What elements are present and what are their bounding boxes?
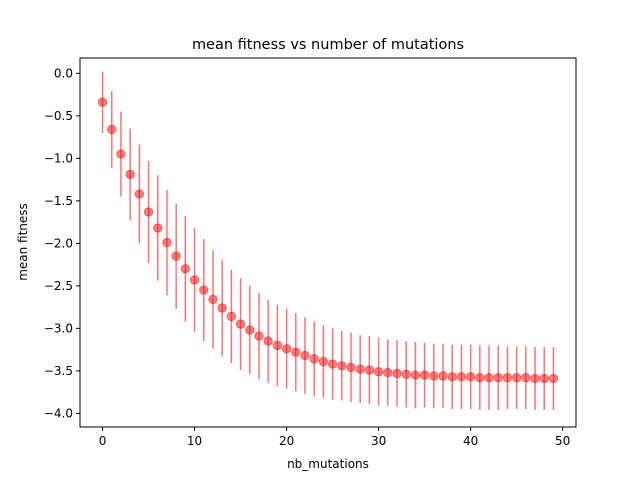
- data-point: [217, 303, 227, 313]
- y-tick-label: −2.0: [44, 236, 73, 250]
- data-point: [465, 372, 476, 382]
- data-point: [548, 373, 559, 384]
- data-point: [300, 350, 310, 361]
- data-point: [447, 372, 457, 382]
- data-point: [143, 207, 154, 217]
- data-point: [521, 372, 531, 383]
- y-tick-label: −2.5: [44, 279, 73, 293]
- data-point: [263, 336, 273, 346]
- y-tick-label: −3.0: [44, 321, 73, 335]
- y-axis-label: mean fitness: [16, 203, 30, 281]
- x-axis-ticks: 0 10 20 30 40 50: [99, 427, 570, 448]
- x-tick-label: 40: [463, 434, 478, 448]
- data-point: [162, 237, 172, 248]
- data-point: [456, 372, 467, 382]
- y-tick-label: −1.0: [44, 151, 73, 165]
- data-point: [429, 371, 439, 381]
- data-point: [180, 264, 191, 274]
- data-point: [125, 169, 135, 180]
- data-point: [346, 362, 356, 373]
- data-point: [438, 371, 448, 381]
- y-tick-label: 0.0: [54, 66, 73, 80]
- y-axis-ticks: 0.0 −0.5 −1.0 −1.5 −2.0 −2.5 −3.0 −3.5 −4.0: [44, 66, 80, 420]
- data-point: [171, 251, 181, 261]
- chart-title: mean fitness vs number of mutations: [192, 37, 464, 53]
- data-point: [189, 275, 200, 285]
- data-point: [392, 368, 402, 379]
- data-points: [97, 97, 559, 384]
- plot-frame: [79, 57, 577, 428]
- y-tick-label: −0.5: [44, 109, 73, 123]
- data-point: [153, 223, 163, 233]
- data-point: [318, 356, 329, 367]
- data-point: [226, 311, 237, 322]
- data-point: [484, 372, 494, 383]
- data-point: [272, 340, 283, 351]
- data-point: [355, 364, 365, 374]
- x-axis-label: nb_mutations: [287, 457, 369, 471]
- x-tick-label: 20: [279, 434, 294, 448]
- x-tick-label: 0: [99, 434, 107, 448]
- y-tick-label: −4.0: [44, 406, 73, 420]
- data-point: [373, 367, 384, 377]
- data-point: [281, 344, 292, 354]
- data-point: [364, 365, 375, 375]
- y-tick-label: −1.5: [44, 194, 73, 208]
- data-point: [475, 372, 485, 383]
- data-point: [254, 331, 264, 341]
- data-point: [291, 347, 301, 357]
- data-point: [245, 325, 255, 335]
- x-tick-label: 10: [187, 434, 202, 448]
- data-point: [107, 124, 117, 135]
- data-point: [337, 361, 347, 371]
- x-tick-label: 30: [371, 434, 386, 448]
- data-point: [401, 369, 411, 379]
- data-point: [410, 370, 421, 380]
- data-point: [235, 319, 246, 329]
- data-point: [539, 373, 549, 384]
- data-point: [327, 359, 338, 369]
- y-tick-label: −3.5: [44, 364, 73, 378]
- data-point: [502, 372, 513, 383]
- data-point: [511, 372, 522, 383]
- data-point: [530, 373, 540, 384]
- data-point: [199, 285, 209, 295]
- data-point: [493, 372, 503, 383]
- data-point: [419, 370, 430, 380]
- data-point: [383, 367, 393, 378]
- data-point: [97, 97, 108, 107]
- data-point: [116, 149, 126, 159]
- x-tick-label: 50: [555, 434, 570, 448]
- data-point: [208, 294, 218, 305]
- plot-area: [80, 58, 576, 427]
- data-point: [134, 189, 145, 199]
- data-point: [309, 354, 319, 364]
